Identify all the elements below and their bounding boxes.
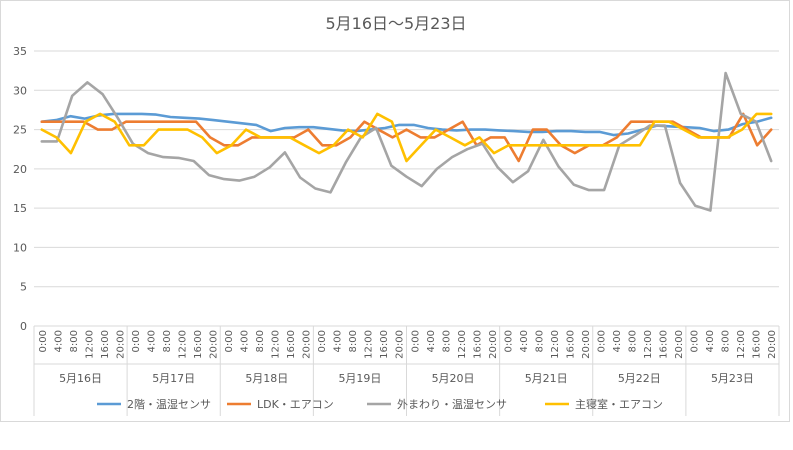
- x-tick-label: 12:00: [177, 330, 188, 359]
- y-tick-label: 30: [13, 84, 27, 97]
- y-tick-label: 0: [20, 320, 27, 333]
- line-chart: 5月16日～5月23日 0 5 10 15 20 25 30 35 0:00 4:00 8:00 1…: [13, 14, 780, 416]
- x-tick-label: 4:00: [333, 330, 344, 352]
- x-tick-label: 4:00: [612, 330, 623, 352]
- x-tick-label: 16:00: [286, 330, 297, 359]
- x-tick-label: 16:00: [472, 330, 483, 359]
- x-tick-label: 12:00: [271, 330, 282, 359]
- x-tick-label: 12:00: [84, 330, 95, 359]
- series-lines: [40, 71, 773, 212]
- x-group-label: 5月22日: [618, 372, 661, 385]
- x-tick-label: 4:00: [705, 330, 716, 352]
- x-tick-label: 12:00: [457, 330, 468, 359]
- x-tick-label: 0:00: [317, 330, 328, 352]
- y-tick-label: 35: [13, 45, 27, 58]
- legend-label: 主寝室・エアコン: [575, 397, 663, 411]
- x-group-label: 5月20日: [432, 372, 475, 385]
- y-tick-label: 10: [13, 241, 27, 254]
- x-tick-label: 4:00: [519, 330, 530, 352]
- x-tick-label: 8:00: [348, 330, 359, 352]
- x-tick-label: 20:00: [208, 330, 219, 359]
- legend-label: LDK・エアコン: [257, 398, 334, 411]
- x-tick-label: 20:00: [488, 330, 499, 359]
- x-tick-label: 4:00: [146, 330, 157, 352]
- x-tick-label: 4:00: [426, 330, 437, 352]
- x-group-label: 5月16日: [59, 372, 102, 385]
- x-tick-label: 12:00: [643, 330, 654, 359]
- x-tick-label: 16:00: [193, 330, 204, 359]
- x-tick-label: 8:00: [628, 330, 639, 352]
- x-tick-label: 0:00: [503, 330, 514, 352]
- x-group-label: 5月21日: [525, 372, 568, 385]
- x-tick-label: 4:00: [53, 330, 64, 352]
- x-tick-label: 16:00: [379, 330, 390, 359]
- legend-label: 外まわり・温湿センサ: [397, 398, 507, 411]
- y-tick-label: 25: [13, 124, 27, 137]
- x-tick-label: 20:00: [674, 330, 685, 359]
- x-tick-label: 20:00: [767, 330, 778, 359]
- series-line: [40, 112, 773, 163]
- x-tick-label: 8:00: [255, 330, 266, 352]
- x-tick-label: 8:00: [69, 330, 80, 352]
- series-line: [40, 112, 773, 163]
- x-tick-label: 16:00: [565, 330, 576, 359]
- legend-label: 2階・温湿センサ: [127, 397, 211, 411]
- x-tick-label: 0:00: [410, 330, 421, 352]
- x-tick-label: 16:00: [752, 330, 763, 359]
- chart-container: 5月16日～5月23日 0 5 10 15 20 25 30 35 0:00 4:00 8:00 1…: [0, 0, 790, 422]
- x-tick-label: 20:00: [115, 330, 126, 359]
- x-tick-label: 0:00: [131, 330, 142, 352]
- y-tick-label: 5: [20, 281, 27, 294]
- x-axis: 0:00 4:00 8:00 12:00 16:00 20:00 0:00 4:00 8:00 1…: [33, 326, 780, 416]
- x-group-label: 5月17日: [152, 372, 195, 385]
- x-tick-label: 4:00: [240, 330, 251, 352]
- y-tick-label: 20: [13, 163, 27, 176]
- x-tick-label: 20:00: [395, 330, 406, 359]
- x-tick-label: 0:00: [224, 330, 235, 352]
- chart-title: 5月16日～5月23日: [325, 14, 466, 33]
- x-group-label: 5月23日: [711, 372, 754, 385]
- x-tick-label: 0:00: [597, 330, 608, 352]
- x-group-label: 5月19日: [338, 372, 381, 385]
- x-tick-label: 12:00: [550, 330, 561, 359]
- x-tick-label: 8:00: [721, 330, 732, 352]
- x-tick-label: 20:00: [302, 330, 313, 359]
- x-tick-label: 0:00: [38, 330, 49, 352]
- y-axis: 0 5 10 15 20 25 30 35: [13, 45, 27, 333]
- x-tick-label: 12:00: [364, 330, 375, 359]
- x-tick-label: 8:00: [162, 330, 173, 352]
- x-tick-label: 8:00: [441, 330, 452, 352]
- x-group-label: 5月18日: [245, 372, 288, 385]
- x-tick-label: 0:00: [690, 330, 701, 352]
- x-tick-label: 8:00: [534, 330, 545, 352]
- x-tick-label: 12:00: [736, 330, 747, 359]
- gridlines: [34, 50, 779, 327]
- x-tick-label: 16:00: [100, 330, 111, 359]
- y-tick-label: 15: [13, 202, 27, 215]
- series-line: [40, 71, 773, 212]
- x-tick-label: 20:00: [581, 330, 592, 359]
- legend: 2階・温湿センサ LDK・エアコン 外まわり・温湿センサ 主寝室・エアコン: [97, 397, 663, 411]
- x-tick-label: 16:00: [659, 330, 670, 359]
